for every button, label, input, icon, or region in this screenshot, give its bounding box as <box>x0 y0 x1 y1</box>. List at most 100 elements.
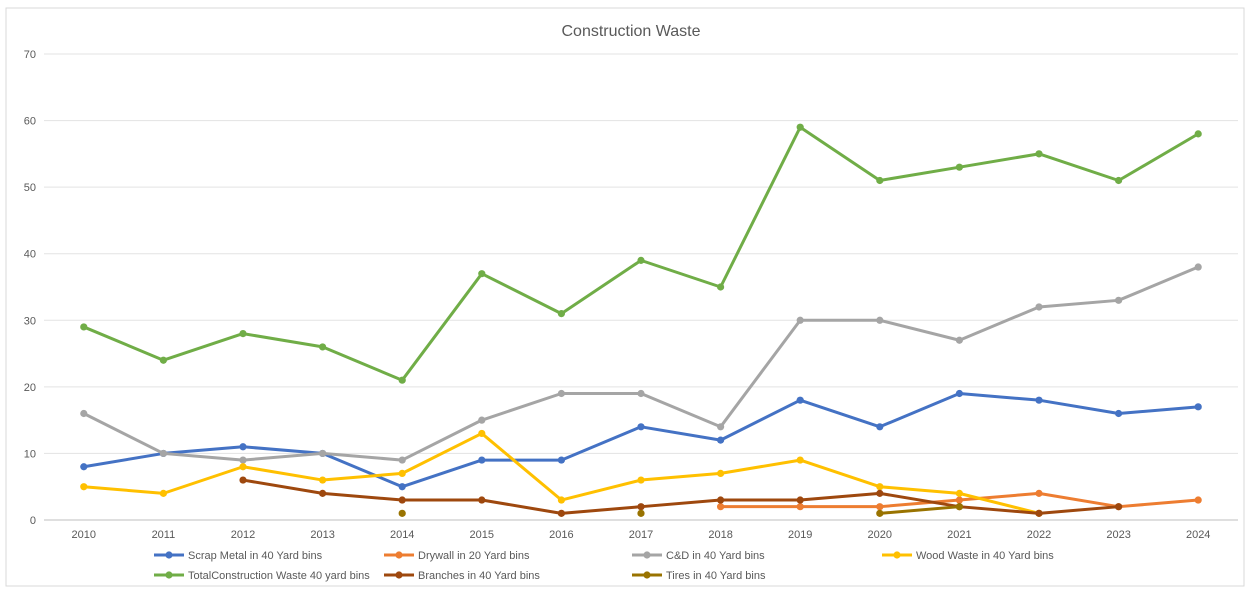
data-point <box>876 176 884 185</box>
legend-label: Tires in 40 Yard bins <box>666 570 766 582</box>
gridlines <box>44 53 1238 521</box>
data-point <box>239 476 247 484</box>
legend-marker <box>643 551 651 559</box>
series-3 <box>80 263 1202 464</box>
data-point <box>876 503 884 511</box>
y-tick-label: 70 <box>24 49 36 61</box>
series-group <box>80 123 1202 517</box>
data-point <box>717 469 725 477</box>
data-point <box>637 509 645 517</box>
data-point <box>1194 403 1202 411</box>
data-point <box>717 283 725 291</box>
data-point <box>876 489 884 497</box>
data-point <box>717 496 725 504</box>
data-point <box>80 409 88 418</box>
data-point <box>478 496 486 504</box>
series-7 <box>398 503 964 517</box>
legend-label: C&D in 40 Yard bins <box>666 550 765 562</box>
legend-label: TotalConstruction Waste 40 yard bins <box>188 570 370 582</box>
data-point <box>955 336 964 344</box>
data-point <box>239 463 247 471</box>
data-point <box>159 489 167 497</box>
series-5 <box>80 123 1202 384</box>
data-point <box>796 503 804 511</box>
x-tick-label: 2012 <box>231 529 255 541</box>
data-point <box>159 356 167 364</box>
x-tick-label: 2018 <box>708 529 732 541</box>
data-point <box>319 489 327 497</box>
data-point <box>796 396 804 404</box>
data-point <box>239 456 247 464</box>
data-point <box>717 436 725 444</box>
data-point <box>955 163 964 171</box>
data-point <box>955 496 964 504</box>
data-point <box>1194 496 1202 504</box>
data-point <box>319 343 327 351</box>
y-tick-label: 30 <box>24 315 36 327</box>
legend-marker <box>395 551 403 559</box>
x-tick-label: 2020 <box>868 529 892 541</box>
data-point <box>717 423 725 431</box>
data-point <box>398 509 406 517</box>
data-point <box>478 416 486 424</box>
data-point <box>478 456 486 464</box>
x-tick-label: 2019 <box>788 529 812 541</box>
data-point <box>796 496 804 504</box>
data-point <box>637 256 645 264</box>
data-point <box>717 503 725 511</box>
data-point <box>80 323 88 331</box>
legend-label: Branches in 40 Yard bins <box>418 570 540 582</box>
data-point <box>796 456 804 464</box>
data-point <box>557 389 566 398</box>
y-tick-label: 10 <box>24 448 36 460</box>
data-point <box>637 503 645 511</box>
data-point <box>876 316 884 324</box>
data-point <box>319 449 327 458</box>
series-line <box>241 478 1121 515</box>
series-6 <box>239 476 1123 517</box>
legend-item: Drywall in 20 Yard bins <box>384 550 530 562</box>
data-point <box>1115 176 1123 185</box>
x-tick-label: 2013 <box>310 529 334 541</box>
data-point <box>1115 296 1123 304</box>
data-point <box>478 429 486 438</box>
data-point <box>1115 503 1123 511</box>
x-tick-label: 2021 <box>947 529 971 541</box>
data-point <box>637 423 645 431</box>
y-tick-label: 60 <box>24 116 36 128</box>
data-point <box>1035 150 1043 158</box>
legend-marker <box>643 571 651 579</box>
data-point <box>1035 509 1043 517</box>
legend-label: Wood Waste in 40 Yard bins <box>916 550 1054 562</box>
legend-marker <box>165 551 173 559</box>
x-tick-label: 2022 <box>1027 529 1051 541</box>
data-point <box>478 270 486 278</box>
data-point <box>876 483 884 491</box>
data-point <box>398 496 406 504</box>
data-point <box>796 316 804 324</box>
data-point <box>398 456 406 464</box>
data-point <box>796 123 804 131</box>
data-point <box>1194 263 1202 271</box>
data-point <box>239 443 247 451</box>
legend-item: Scrap Metal in 40 Yard bins <box>154 550 323 562</box>
y-axis: 0 10 20 30 40 50 60 70 <box>24 49 36 527</box>
data-point <box>398 469 406 477</box>
data-point <box>557 496 566 504</box>
data-point <box>955 389 964 398</box>
legend-item: C&D in 40 Yard bins <box>632 550 765 562</box>
legend-item: Wood Waste in 40 Yard bins <box>882 550 1054 562</box>
legend-item: TotalConstruction Waste 40 yard bins <box>154 570 370 582</box>
data-point <box>876 423 884 431</box>
data-point <box>637 389 645 398</box>
x-tick-label: 2014 <box>390 529 414 541</box>
x-axis: 2010 2011 2012 2013 2014 2015 2016 2017 2018 2019… <box>72 529 1211 541</box>
legend-item: Branches in 40 Yard bins <box>384 570 540 582</box>
data-point <box>80 463 88 471</box>
data-point <box>557 310 566 318</box>
x-tick-label: 2011 <box>152 529 176 541</box>
data-point <box>557 456 566 464</box>
chart-title: Construction Waste <box>561 23 700 40</box>
